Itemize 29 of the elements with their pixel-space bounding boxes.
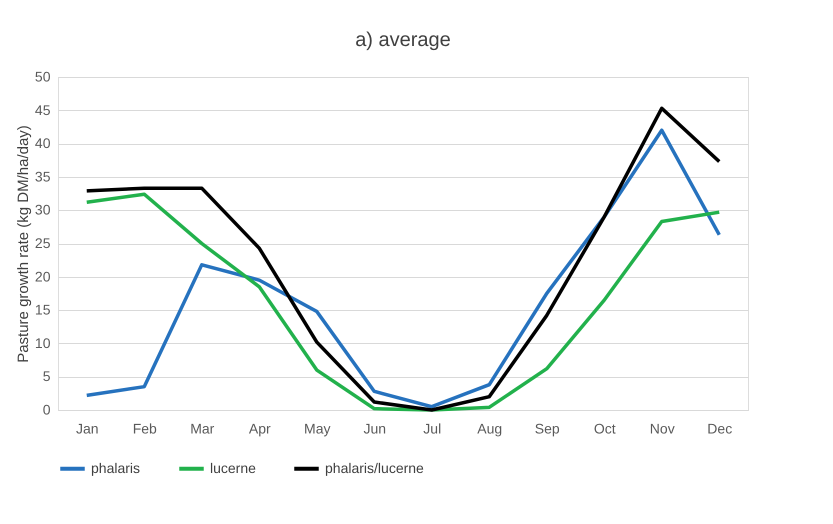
y-tick-label: 35	[34, 168, 51, 184]
y-tick-label: 40	[34, 135, 51, 152]
legend-label: phalaris	[91, 460, 140, 476]
y-tick-label: 50	[34, 68, 51, 84]
x-tick-label: Sep	[534, 420, 560, 436]
x-tick-label: Nov	[650, 420, 675, 436]
y-tick-label: 10	[34, 334, 51, 351]
x-tick-label: Jan	[76, 420, 99, 436]
y-tick-label: 5	[42, 368, 51, 384]
x-tick-label: Jul	[423, 420, 442, 436]
y-tick-label: 25	[34, 235, 51, 251]
x-tick-label: Mar	[190, 420, 215, 436]
y-tick-label: 20	[34, 268, 51, 284]
y-tick-label: 30	[34, 202, 51, 218]
y-tick-label: 15	[34, 302, 51, 318]
x-tick-label: Dec	[707, 420, 732, 436]
x-tick-label: Apr	[248, 420, 271, 436]
y-tick-label: 45	[34, 102, 51, 118]
legend-label: lucerne	[210, 460, 256, 476]
x-tick-label: Oct	[594, 420, 616, 436]
x-tick-label: May	[304, 420, 330, 436]
y-axis-title: Pasture growth rate (kg DM/ha/day)	[14, 125, 32, 363]
line-series	[85, 192, 721, 412]
chart-title: a) average	[355, 29, 451, 51]
y-tick-label: 0	[42, 402, 51, 418]
legend-label: phalaris/lucerne	[325, 460, 424, 476]
x-tick-label: Jun	[363, 420, 386, 436]
x-tick-label: Aug	[477, 420, 502, 436]
x-tick-label: Feb	[132, 420, 158, 436]
